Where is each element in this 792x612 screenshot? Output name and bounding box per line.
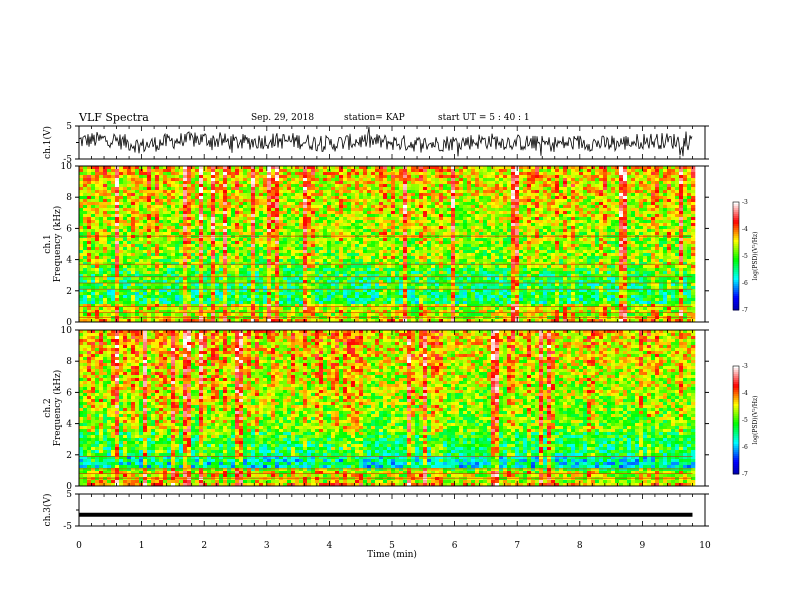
- x-tick-label: 1: [139, 541, 145, 551]
- x-tick-label: 6: [452, 541, 458, 551]
- ch1-ytick-label: 4: [66, 256, 72, 266]
- station-label: station= KAP: [344, 113, 405, 123]
- ch1-waveform-ylabel: ch.1(V): [42, 126, 53, 159]
- ch1-ytick-label: 6: [66, 224, 72, 234]
- ch1-spectrogram: [79, 166, 696, 323]
- start-time-label: start UT = 5 : 40 : 1: [438, 113, 530, 123]
- ch1-colorbar-tick-label: -7: [742, 307, 748, 314]
- ch1-colorbar-tick-label: -6: [742, 280, 748, 287]
- x-tick-label: 9: [640, 541, 646, 551]
- x-tick-label: 10: [699, 541, 711, 551]
- ch2-colorbar-tick-label: -3: [742, 363, 748, 370]
- x-tick-label: 0: [76, 541, 82, 551]
- ch3-waveform-ytick-label: -5: [63, 522, 72, 532]
- ch2-colorbar: [733, 366, 739, 475]
- ch2-ytick-label: 6: [66, 388, 72, 398]
- ch1-colorbar-tick-label: -4: [742, 226, 748, 233]
- ch1-waveform-trace: [78, 126, 693, 157]
- ch1-ytick-label: 2: [66, 287, 72, 297]
- ch1-ylabel: Frequency (kHz): [52, 206, 63, 283]
- ch1-colorbar-frame: [732, 201, 740, 311]
- x-tick-label: 7: [514, 541, 520, 551]
- ch1-waveform-ytick-label: 5: [66, 122, 72, 132]
- ch1-colorbar: [733, 202, 739, 311]
- ch2-channel-label: ch.2: [43, 398, 53, 417]
- date-label: Sep. 29, 2018: [251, 113, 315, 123]
- ch2-spectrogram: [79, 330, 696, 487]
- ch1-ytick-label: 10: [61, 162, 73, 172]
- ch1-colorbar-label: log(PSD)(V²/Hz): [752, 232, 759, 281]
- x-tick-label: 4: [327, 541, 333, 551]
- ch2-ytick-label: 0: [66, 482, 72, 492]
- ch1-ytick-label: 8: [66, 193, 72, 203]
- ch2-colorbar-tick-label: -5: [742, 417, 748, 424]
- ch2-ytick-label: 10: [61, 326, 73, 336]
- chart-title: VLF Spectra: [79, 111, 149, 124]
- ch2-colorbar-tick-label: -6: [742, 444, 748, 451]
- ch1-channel-label: ch.1: [43, 234, 53, 253]
- ch2-ytick-label: 4: [66, 420, 72, 430]
- x-tick-label: 5: [389, 541, 395, 551]
- ch1-ytick-label: 0: [66, 318, 72, 328]
- ch3-waveform-ylabel: ch.3(V): [42, 494, 53, 527]
- ch1-colorbar-tick-label: -5: [742, 253, 748, 260]
- x-axis-label: Time (min): [367, 549, 417, 560]
- ch2-colorbar-frame: [732, 365, 740, 475]
- ch3-waveform-ytick-label: 5: [66, 490, 72, 500]
- ch2-ytick-label: 2: [66, 451, 72, 461]
- ch2-colorbar-tick-label: -4: [742, 390, 748, 397]
- ch3-waveform-frame: [78, 493, 706, 527]
- x-tick-label: 2: [201, 541, 207, 551]
- ch2-colorbar-tick-label: -7: [742, 471, 748, 478]
- ch1-waveform-ytick-label: -5: [63, 155, 72, 165]
- ch2-ytick-label: 8: [66, 357, 72, 367]
- ch2-colorbar-label: log(PSD)(V²/Hz): [752, 396, 759, 445]
- x-tick-label: 3: [264, 541, 270, 551]
- x-tick-label: 8: [577, 541, 583, 551]
- ch1-colorbar-tick-label: -3: [742, 199, 748, 206]
- ch2-ylabel: Frequency (kHz): [52, 370, 63, 447]
